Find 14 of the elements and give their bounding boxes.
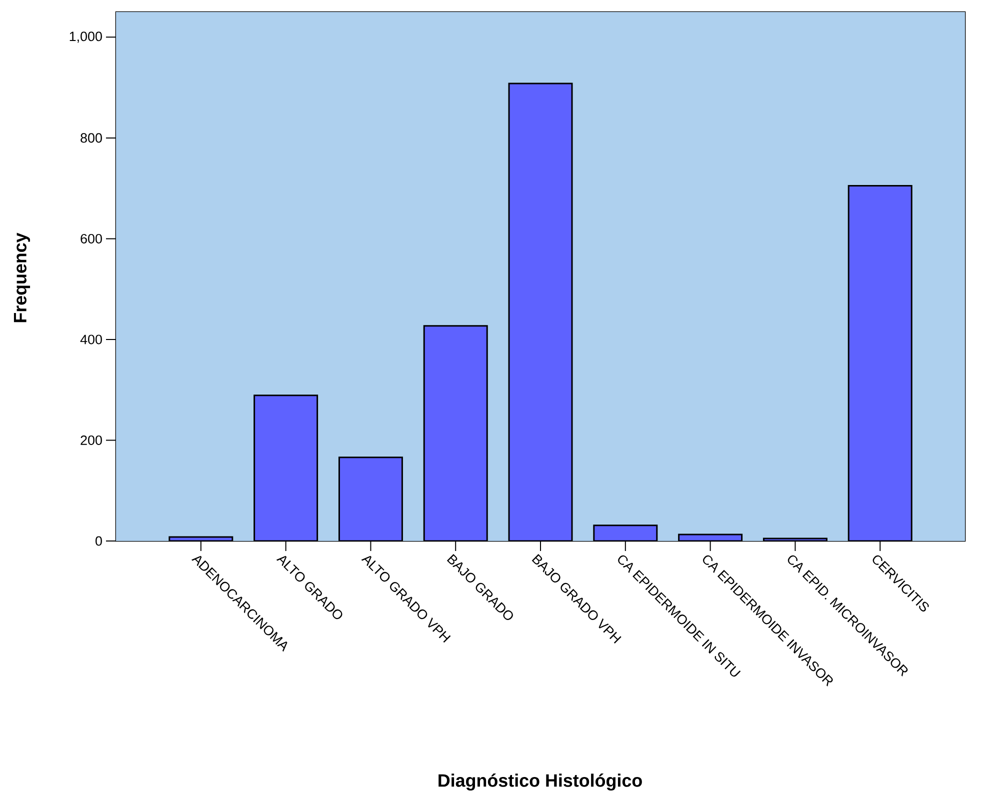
bar	[848, 185, 912, 541]
bar	[424, 326, 488, 541]
x-axis-title: Diagnóstico Histológico	[438, 774, 642, 790]
bar	[594, 525, 657, 541]
y-tick-label: 200	[80, 435, 102, 445]
y-tick-label: 600	[80, 234, 102, 244]
y-tick-label: 800	[80, 133, 102, 143]
y-tick-label: 0	[96, 536, 102, 546]
y-tick-label: 400	[80, 334, 102, 344]
bar	[509, 84, 572, 541]
bar	[254, 395, 318, 541]
y-axis-title: Frequency	[14, 232, 30, 322]
y-tick-label: 1,000	[70, 32, 102, 43]
bar	[339, 457, 402, 541]
